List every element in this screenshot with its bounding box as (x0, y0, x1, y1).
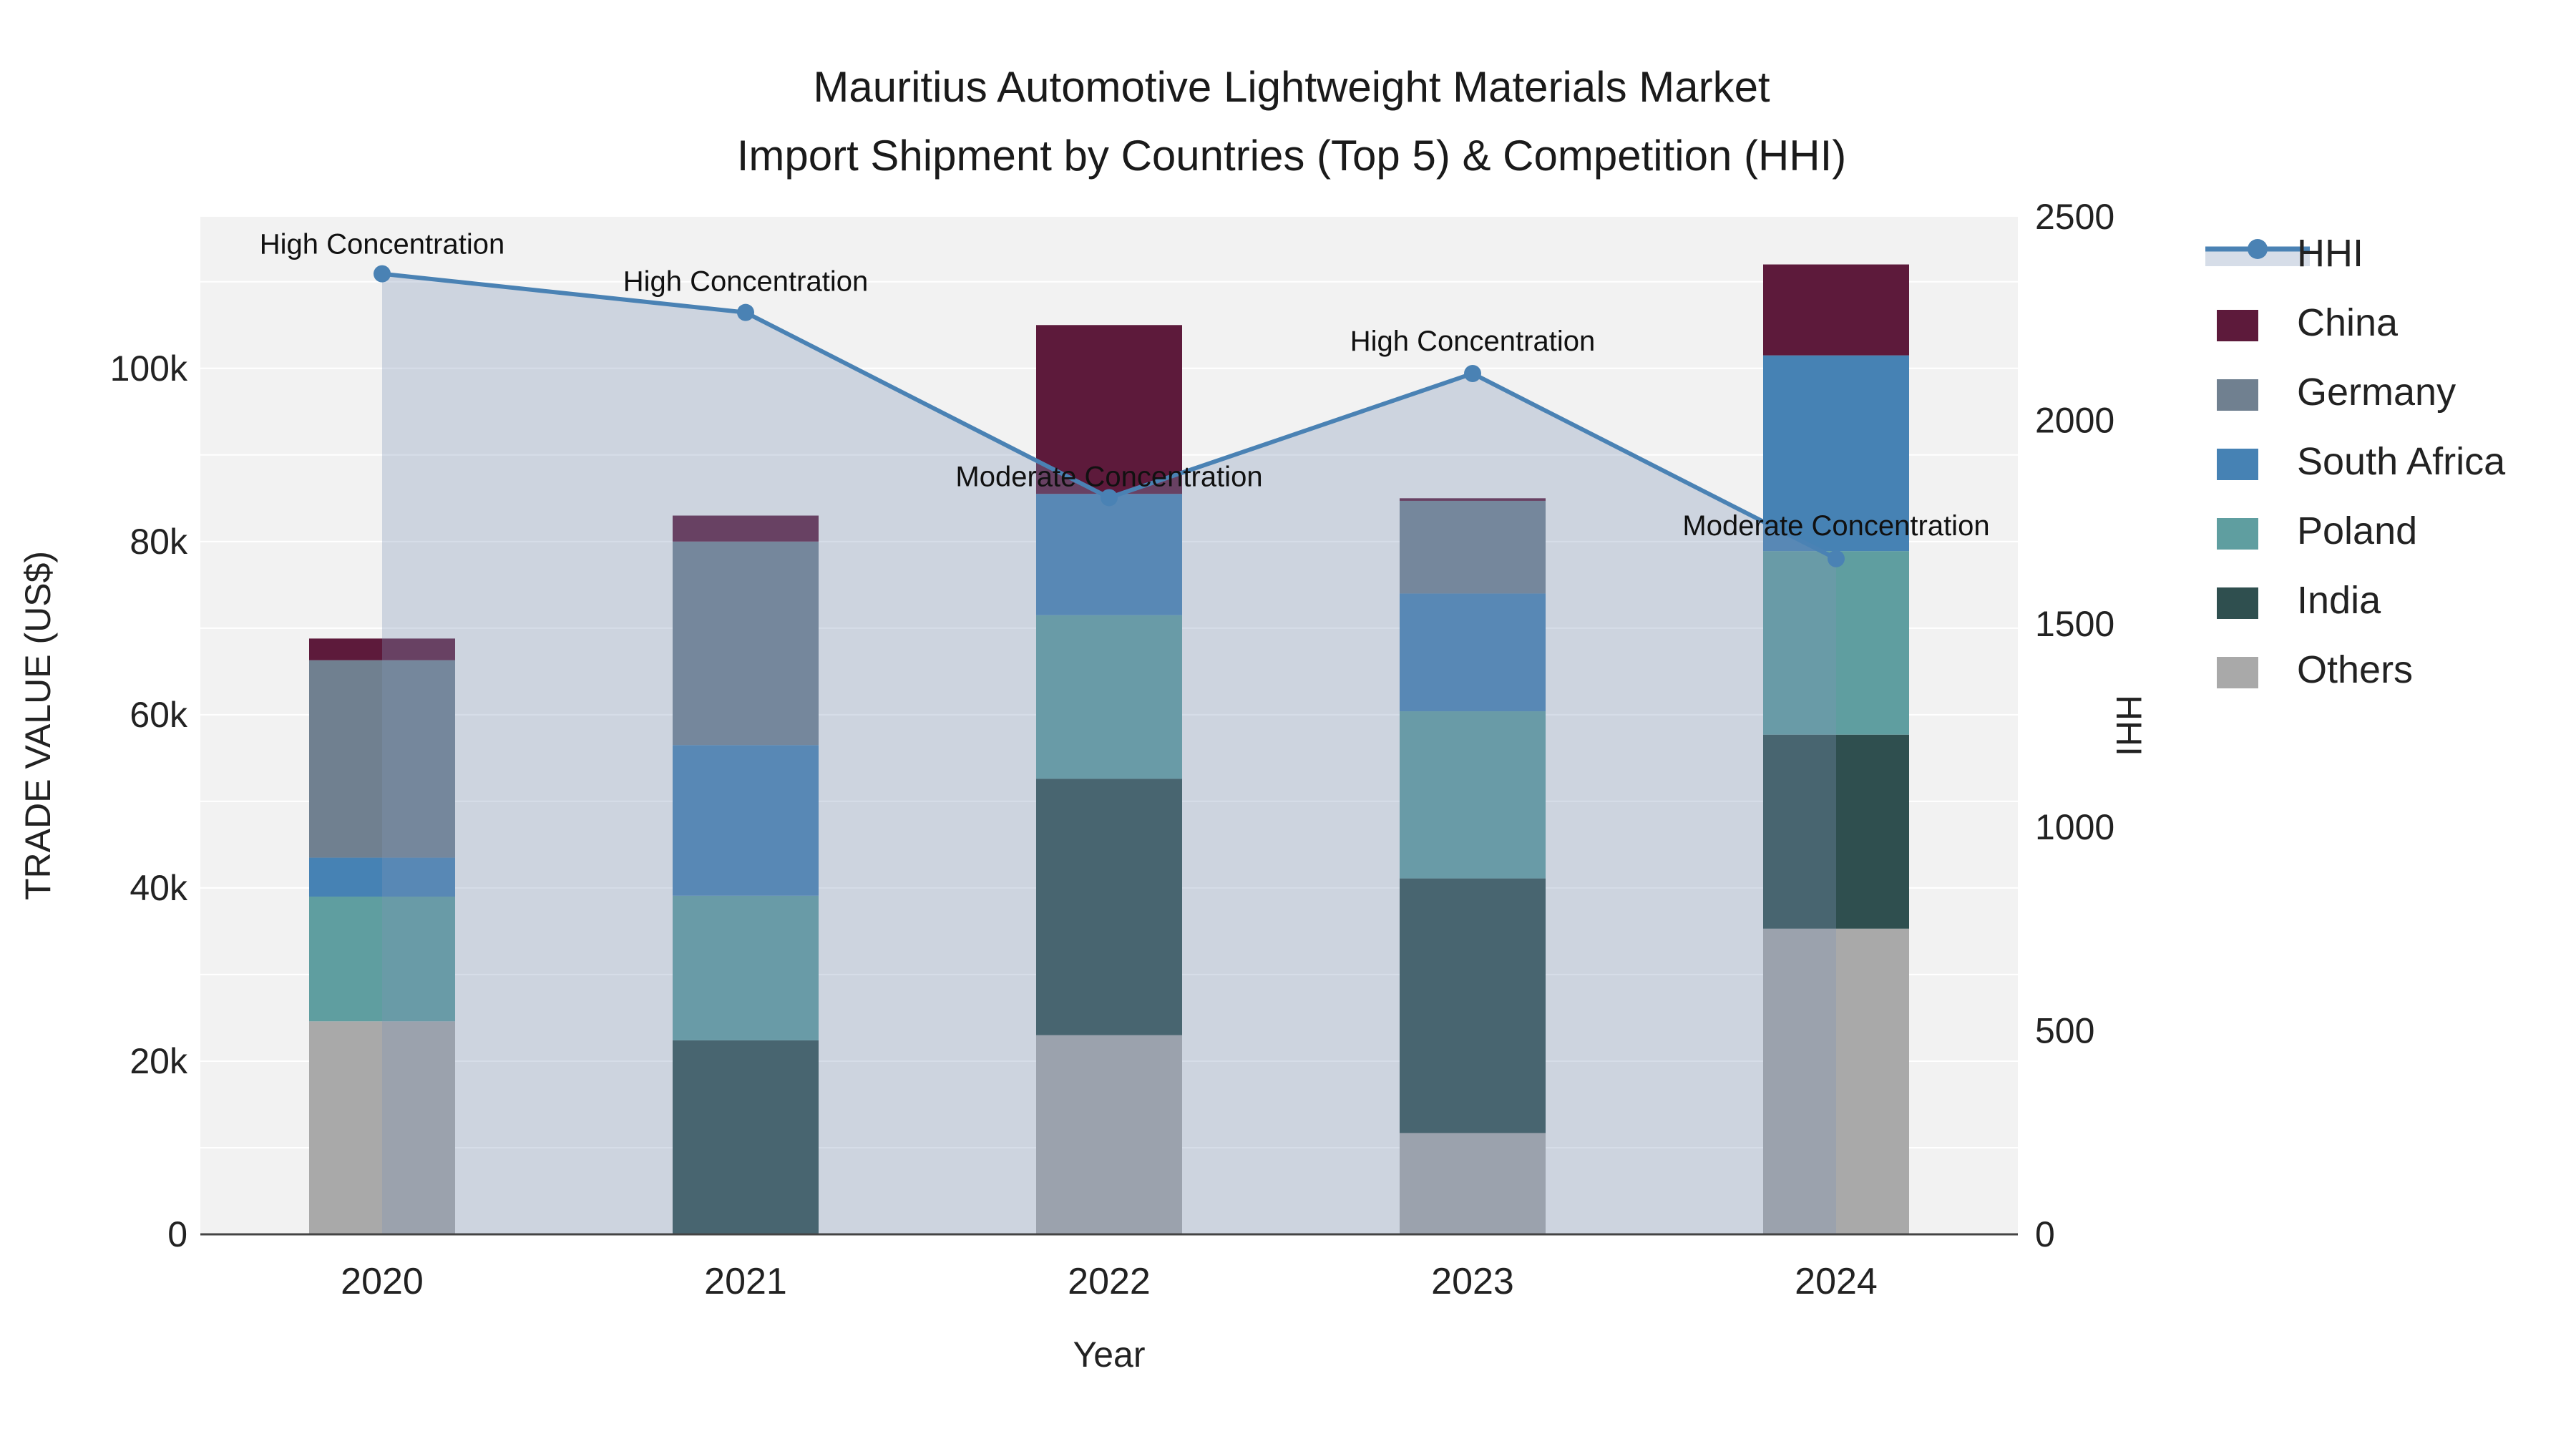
legend-label-india: India (2297, 579, 2381, 622)
y-right-axis-title: HHI (2109, 695, 2149, 756)
bar-segment-others-2024 (1763, 928, 1909, 1234)
bar-segment-china-2021 (673, 515, 819, 542)
legend-swatch-india (2217, 587, 2258, 619)
hhi-area-polygon (382, 273, 1836, 1235)
y-left-tick-40k: 40k (130, 868, 188, 908)
bar-segment-india-2024 (1763, 734, 1909, 929)
hhi-area-fill (382, 273, 1836, 1235)
x-tick-2021: 2021 (704, 1261, 787, 1302)
bar-segment-poland-2021 (673, 895, 819, 1040)
y-left-tick-20k: 20k (130, 1041, 188, 1081)
x-tick-labels: 2020 2021 2022 2023 2024 (341, 1261, 1878, 1302)
y-left-axis-title: TRADE VALUE (US$) (18, 551, 58, 900)
y-right-tick-0: 0 (2035, 1214, 2055, 1254)
legend-swatch-south-africa (2217, 449, 2258, 480)
stacked-bars-group (309, 264, 1909, 1234)
hhi-marker-2022 (1101, 489, 1118, 507)
legend-label-hhi: HHI (2297, 232, 2363, 275)
y-left-tick-100k: 100k (110, 348, 188, 389)
annotations-group: High Concentration High Concentration Mode… (260, 229, 1990, 542)
annotation-2024: Moderate Concentration (1682, 510, 1989, 542)
bar-segment-south-africa-2020 (309, 857, 455, 897)
y-right-tick-2000: 2000 (2035, 400, 2114, 440)
bar-segment-india-2023 (1400, 878, 1546, 1133)
bar-segment-others-2022 (1036, 1035, 1182, 1234)
annotation-2020: High Concentration (260, 229, 504, 260)
bar-segment-india-2021 (673, 1040, 819, 1234)
y-left-tick-0: 0 (167, 1214, 187, 1254)
bar-segment-south-africa-2022 (1036, 494, 1182, 615)
hhi-markers-group (374, 265, 1845, 567)
legend-item-china[interactable]: China (2217, 301, 2399, 344)
bar-segment-india-2022 (1036, 779, 1182, 1035)
legend-label-germany: Germany (2297, 371, 2456, 414)
x-tick-2024: 2024 (1795, 1261, 1878, 1302)
y-right-tick-labels: 0 500 1000 1500 2000 2500 (2035, 197, 2114, 1254)
legend-swatch-china (2217, 310, 2258, 341)
bar-segment-south-africa-2021 (673, 745, 819, 896)
legend-item-poland[interactable]: Poland (2217, 509, 2417, 552)
bar-segment-poland-2024 (1763, 551, 1909, 735)
bar-segment-south-africa-2023 (1400, 593, 1546, 712)
chart-title-line-1: Mauritius Automotive Lightweight Materia… (813, 63, 1770, 111)
hhi-marker-2023 (1464, 364, 1481, 382)
legend-label-china: China (2297, 301, 2399, 344)
legend-item-india[interactable]: India (2217, 579, 2381, 622)
y-left-tick-60k: 60k (130, 695, 188, 735)
y-left-tick-80k: 80k (130, 522, 188, 562)
y-right-tick-500: 500 (2035, 1011, 2094, 1051)
x-axis-title: Year (1073, 1335, 1145, 1375)
annotation-2023: High Concentration (1350, 326, 1595, 357)
hhi-marker-2024 (1828, 550, 1845, 567)
bar-segment-poland-2023 (1400, 711, 1546, 879)
bar-segment-poland-2022 (1036, 615, 1182, 779)
y-right-tick-1000: 1000 (2035, 807, 2114, 847)
bar-segment-others-2023 (1400, 1133, 1546, 1234)
legend-hhi-marker-swatch (2248, 239, 2268, 259)
bar-segment-others-2020 (309, 1021, 455, 1234)
legend-item-south-africa[interactable]: South Africa (2217, 440, 2506, 483)
y-right-tick-2500: 2500 (2035, 197, 2114, 237)
bar-segment-china-2024 (1763, 264, 1909, 356)
legend-label-poland: Poland (2297, 509, 2417, 552)
annotation-2022: Moderate Concentration (955, 461, 1262, 492)
chart-title-line-2: Import Shipment by Countries (Top 5) & C… (737, 132, 1847, 180)
legend-item-others[interactable]: Others (2217, 648, 2413, 691)
bar-segment-germany-2023 (1400, 500, 1546, 594)
x-tick-2023: 2023 (1431, 1261, 1514, 1302)
y-right-tick-1500: 1500 (2035, 604, 2114, 644)
bar-segment-china-2022 (1036, 325, 1182, 494)
hhi-marker-2020 (374, 265, 391, 283)
bar-segment-germany-2021 (673, 541, 819, 746)
y-left-tick-labels: 0 20k 40k 60k 80k 100k (110, 348, 188, 1254)
legend-label-south-africa: South Africa (2297, 440, 2506, 483)
legend-label-others: Others (2297, 648, 2413, 691)
legend-swatch-poland (2217, 518, 2258, 550)
bar-segment-china-2020 (309, 638, 455, 660)
legend-swatch-others (2217, 657, 2258, 688)
bar-segment-china-2023 (1400, 498, 1546, 501)
annotation-2021: High Concentration (623, 266, 868, 298)
x-tick-2022: 2022 (1068, 1261, 1151, 1302)
hhi-marker-2021 (737, 303, 754, 321)
legend-swatch-germany (2217, 379, 2258, 411)
bar-segment-poland-2020 (309, 897, 455, 1022)
bar-segment-south-africa-2024 (1763, 355, 1909, 552)
x-tick-2020: 2020 (341, 1261, 424, 1302)
legend-item-germany[interactable]: Germany (2217, 371, 2456, 414)
legend-item-hhi[interactable]: HHI (2205, 232, 2363, 275)
legend: HHI China Germany South Africa Poland India Ot… (2205, 232, 2506, 691)
bar-segment-germany-2020 (309, 660, 455, 858)
